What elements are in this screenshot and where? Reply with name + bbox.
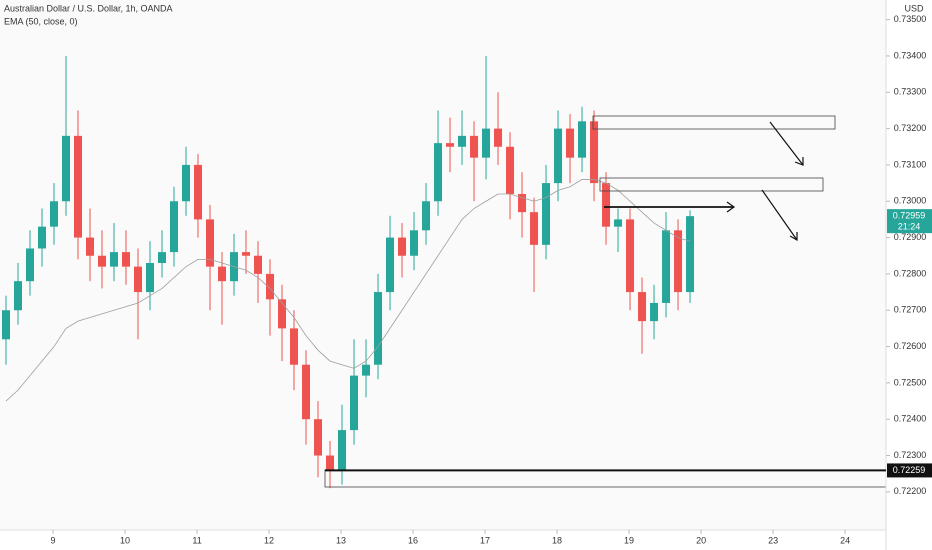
candle-body	[350, 375, 359, 431]
candle-body	[122, 252, 131, 267]
candle-body	[170, 201, 179, 253]
candle-body	[410, 230, 419, 256]
candle-body	[590, 121, 599, 184]
candle-body	[398, 237, 407, 256]
x-tick-label: 9	[51, 535, 56, 545]
x-tick-label: 18	[552, 535, 562, 545]
candle-body	[218, 266, 227, 282]
x-tick-label: 17	[480, 535, 490, 545]
candle-body	[98, 255, 107, 267]
candle-body	[470, 135, 479, 158]
candle-body	[446, 143, 455, 147]
arrows	[604, 121, 804, 242]
candle-body	[482, 128, 491, 158]
x-tick-label: 23	[768, 535, 778, 545]
last-price-bg	[887, 209, 932, 234]
x-tick-label: 12	[264, 535, 274, 545]
candle-body	[362, 364, 371, 376]
level-label-bg	[887, 463, 932, 478]
y-tick-label: 0.73500	[894, 14, 927, 24]
candle-body	[662, 230, 671, 303]
countdown-label: 21:24	[898, 222, 921, 232]
candle-body	[74, 135, 83, 238]
x-tick-label: 13	[336, 535, 346, 545]
ema-line	[5, 179, 691, 402]
candle-body	[614, 219, 623, 227]
candle-body	[494, 128, 503, 147]
candle-body	[542, 183, 551, 245]
candle-body	[674, 230, 683, 293]
y-tick-label: 0.73100	[894, 159, 927, 169]
candle-body	[626, 219, 635, 293]
candle-body	[650, 302, 659, 322]
y-tick-label: 0.72900	[894, 232, 927, 242]
candle-body	[422, 201, 431, 231]
candle-body	[14, 281, 23, 311]
zone-box	[592, 115, 836, 130]
candle-body	[530, 212, 539, 245]
y-tick-label: 0.72300	[894, 450, 927, 460]
x-tick-label: 24	[840, 535, 850, 545]
x-tick-label: 16	[408, 535, 418, 545]
candle-body	[374, 292, 383, 365]
candle-body	[338, 430, 347, 471]
plot-background	[0, 0, 886, 530]
candle-body	[686, 216, 695, 293]
candle-body	[110, 252, 119, 267]
candle-body	[242, 252, 251, 256]
candle-body	[554, 128, 563, 184]
candles	[2, 55, 695, 489]
candle-body	[290, 328, 299, 365]
x-tick-label: 11	[192, 535, 201, 545]
y-tick-label: 0.72500	[894, 377, 927, 387]
candle-body	[146, 263, 155, 293]
y-tick-label: 0.72600	[894, 341, 927, 351]
y-tick-label: 0.73000	[894, 196, 927, 206]
y-tick-label: 0.73300	[894, 87, 927, 97]
candle-body	[506, 146, 515, 194]
y-tick-label: 0.72200	[894, 486, 927, 496]
candle-body	[518, 193, 527, 213]
y-tick-label: 0.73400	[894, 50, 927, 60]
x-tick-label: 20	[696, 535, 706, 545]
candle-body	[50, 201, 59, 227]
candle-body	[278, 299, 287, 329]
y-tick-label: 0.72800	[894, 268, 927, 278]
y-tick-label: 0.73200	[894, 123, 927, 133]
candle-body	[206, 219, 215, 267]
candle-body	[182, 164, 191, 202]
candle-body	[2, 310, 11, 340]
candle-body	[254, 255, 263, 274]
candle-body	[302, 364, 311, 420]
candle-body	[566, 128, 575, 158]
last-price-label: 0.72959	[893, 211, 926, 221]
candle-body	[434, 143, 443, 202]
x-tick-label: 19	[624, 535, 634, 545]
y-tick-label: 0.72400	[894, 414, 927, 424]
candle-body	[134, 266, 143, 293]
candle-body	[266, 273, 275, 300]
candle-body	[86, 237, 95, 256]
candle-body	[578, 121, 587, 158]
candle-body	[458, 135, 467, 147]
candle-body	[314, 419, 323, 456]
zone-box	[599, 177, 824, 192]
indicator-label: EMA (50, close, 0)	[4, 16, 78, 26]
candle-body	[158, 252, 167, 264]
candle-body	[638, 292, 647, 322]
candle-body	[386, 237, 395, 293]
candle-body	[38, 226, 47, 249]
level-label: 0.72259	[893, 465, 926, 475]
candle-body	[62, 135, 71, 202]
x-tick-label: 10	[120, 535, 130, 545]
candle-body	[26, 248, 35, 282]
candle-body	[602, 183, 611, 227]
candle-body	[194, 164, 203, 220]
chart-title: Australian Dollar / U.S. Dollar, 1h, OAN…	[4, 3, 173, 13]
y-tick-label: 0.72700	[894, 305, 927, 315]
candle-body	[326, 455, 335, 471]
currency-label: USD	[904, 3, 924, 13]
